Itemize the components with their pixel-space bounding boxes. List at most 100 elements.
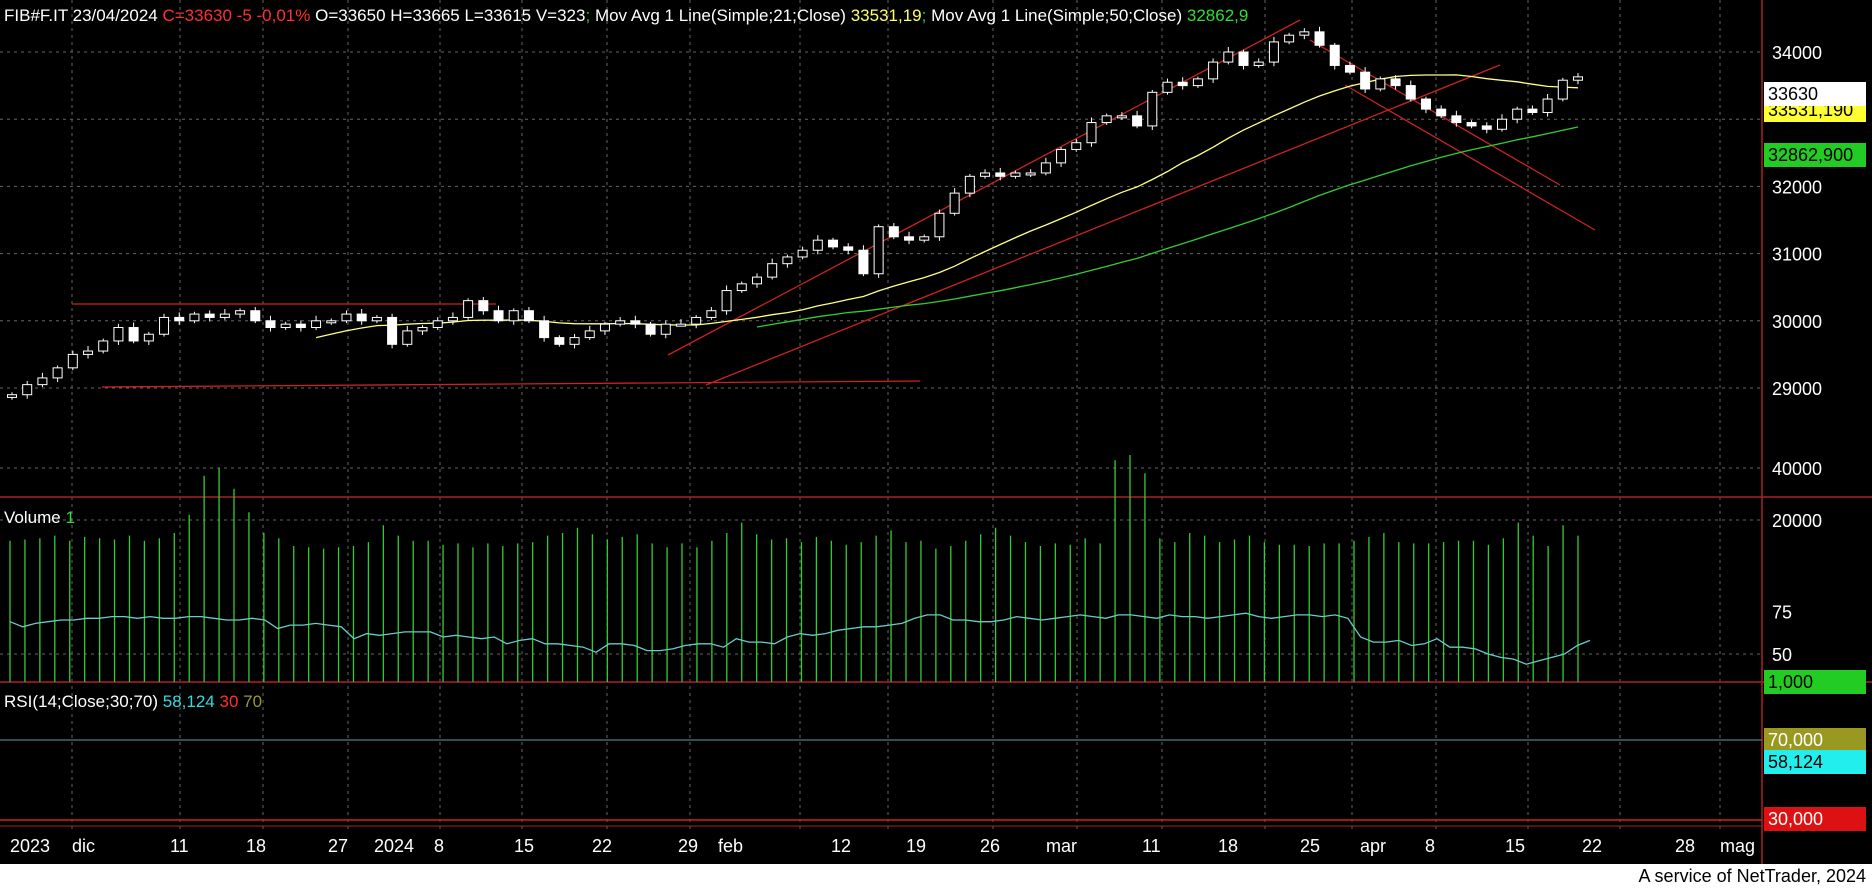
candle-body xyxy=(569,337,580,345)
candle-body xyxy=(98,340,109,352)
candle-body xyxy=(1056,148,1067,164)
candle-body xyxy=(311,320,322,329)
candle-body xyxy=(812,239,823,251)
time-tick-label: 2023 xyxy=(10,836,50,856)
candle-body xyxy=(554,337,565,345)
candle-body xyxy=(858,249,869,275)
time-tick-label: 25 xyxy=(1300,836,1320,856)
candle-body xyxy=(539,320,550,339)
candle-body xyxy=(1451,115,1462,124)
time-tick-label: 15 xyxy=(514,836,534,856)
candle-body xyxy=(1192,78,1203,87)
candle-body xyxy=(113,327,124,342)
candle-body xyxy=(250,310,261,322)
time-tick-label: apr xyxy=(1360,836,1386,856)
candle-body xyxy=(1040,162,1051,174)
candle-body xyxy=(751,276,762,285)
candle-body xyxy=(1223,51,1234,63)
candle-body xyxy=(143,333,154,342)
rsi-high: 70 xyxy=(243,692,263,711)
time-tick-label: 12 xyxy=(831,836,851,856)
candle-body xyxy=(1405,85,1416,100)
price-tags: 33531,1903363032862,9001,00070,00058,124… xyxy=(1764,82,1866,831)
last-price-tag-bg xyxy=(1764,82,1866,106)
ma50-value: 32862,9 xyxy=(1186,6,1249,25)
candle-body xyxy=(1314,31,1325,46)
price-tick-label: 29000 xyxy=(1772,379,1822,399)
rsi-low: 30 xyxy=(219,692,239,711)
rsi-value: 58,124 xyxy=(162,692,215,711)
candle-body xyxy=(22,384,33,396)
candle-body xyxy=(904,236,915,241)
candle-body xyxy=(767,263,778,278)
time-tick-label: dic xyxy=(72,836,95,856)
candle-body xyxy=(1481,125,1492,130)
candle-body xyxy=(1466,122,1477,127)
trend-line xyxy=(667,19,1301,356)
candle-body xyxy=(493,310,504,322)
candle-body xyxy=(1496,118,1507,130)
candle-body xyxy=(356,313,367,322)
candle-body xyxy=(1253,61,1264,66)
candle-body xyxy=(1542,98,1553,113)
candle-body xyxy=(432,320,443,329)
candle-body xyxy=(1147,91,1158,127)
price-tick-label: 34000 xyxy=(1772,43,1822,63)
ma50-tag: 32862,900 xyxy=(1768,145,1853,165)
candle-body xyxy=(52,367,63,379)
candle-body xyxy=(1010,172,1021,177)
time-tick-label: mar xyxy=(1046,836,1077,856)
ohlcv: O=33650 H=33665 L=33615 V=323 xyxy=(315,6,586,25)
time-tick-label: 27 xyxy=(328,836,348,856)
symbol-date: FIB#F.IT 23/04/2024 xyxy=(4,6,158,25)
candle-body xyxy=(949,192,960,214)
price-tick-label: 30000 xyxy=(1772,312,1822,332)
time-tick-label: mag xyxy=(1720,836,1755,856)
volume-tick-label: 20000 xyxy=(1772,511,1822,531)
time-tick-label: 26 xyxy=(980,836,1000,856)
candle-body xyxy=(1573,76,1583,81)
axes: 29000 30000 31000 32000 34000 20000 40000 50 75 2… xyxy=(10,43,1822,856)
candle-body xyxy=(660,323,671,335)
ma21-label: Mov Avg 1 Line(Simple;21;Close) xyxy=(594,6,846,25)
rsi-line xyxy=(9,612,1591,665)
candle-body xyxy=(691,316,702,325)
rsi-low-tag-bg xyxy=(1764,807,1866,831)
candle-body xyxy=(995,172,1006,177)
candle-body xyxy=(447,316,458,322)
rsi-path xyxy=(9,612,1591,665)
chart-canvas: 29000 30000 31000 32000 34000 20000 40000 50 75 2… xyxy=(0,0,1872,864)
time-tick-label: 22 xyxy=(592,836,612,856)
candle-body xyxy=(1375,78,1386,90)
candle-body xyxy=(1071,142,1082,150)
candle-body xyxy=(980,172,991,177)
price-tick-label: 31000 xyxy=(1772,245,1822,265)
candle-body xyxy=(964,175,975,194)
candle-body xyxy=(828,239,839,248)
candle-body xyxy=(387,316,398,345)
candle-body xyxy=(1208,61,1219,80)
candle-body xyxy=(721,290,732,312)
volume-tag-bg xyxy=(1764,670,1866,694)
candle-body xyxy=(128,327,139,342)
footer-credit: A service of NetTrader, 2024 xyxy=(1638,866,1866,886)
candle-body xyxy=(1527,108,1538,113)
candle-body xyxy=(508,310,519,322)
time-tick-label: 8 xyxy=(434,836,444,856)
candle-body xyxy=(736,283,747,292)
ma50-line xyxy=(756,126,1579,328)
rsi-high-tag-bg xyxy=(1764,728,1866,752)
candle-body xyxy=(1025,172,1036,176)
rsi-tick-label: 75 xyxy=(1772,603,1792,623)
price-header: FIB#F.IT 23/04/2024 C=33630 -5 -0,01% O=… xyxy=(4,6,1249,25)
rsi-high-tag: 70,000 xyxy=(1768,730,1823,750)
trend-line xyxy=(705,64,1501,386)
rsi-label: RSI(14;Close;30;70) xyxy=(4,692,159,711)
rsi-header: RSI(14;Close;30;70) 58,124 30 70 xyxy=(4,692,262,712)
trend-line xyxy=(1309,39,1561,186)
candle-body xyxy=(782,256,793,265)
candle-body xyxy=(159,316,170,335)
candle-body xyxy=(295,323,306,329)
candle-body xyxy=(1116,115,1127,119)
rsi-value-tag: 58,124 xyxy=(1768,752,1823,772)
